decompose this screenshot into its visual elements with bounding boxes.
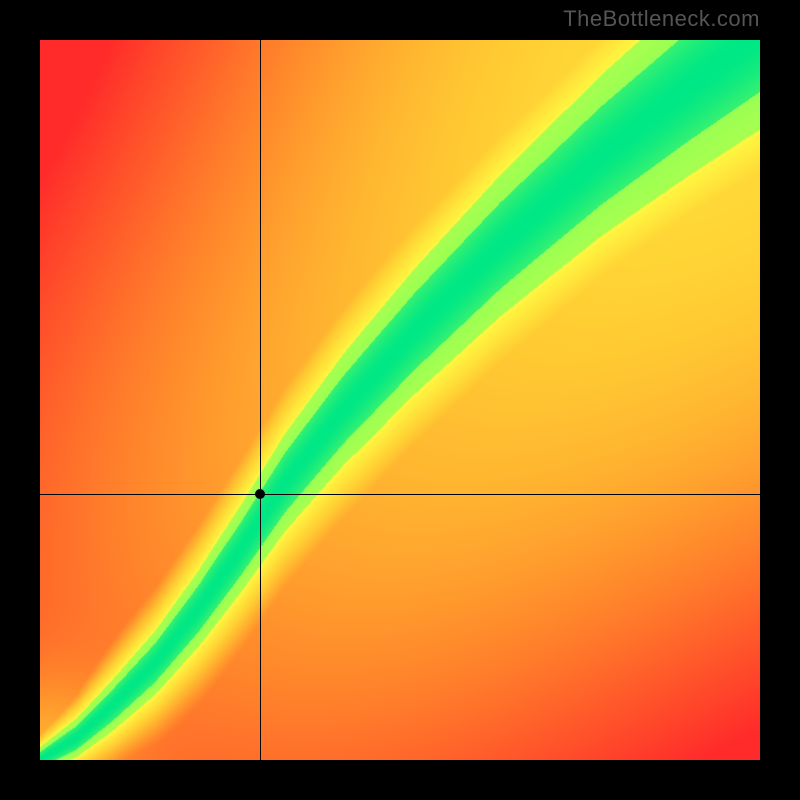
heatmap-canvas: [40, 40, 760, 760]
crosshair-vertical: [260, 40, 261, 760]
crosshair-horizontal: [40, 494, 760, 495]
heatmap-plot: [40, 40, 760, 760]
watermark-text: TheBottleneck.com: [563, 6, 760, 32]
selected-point: [255, 489, 265, 499]
